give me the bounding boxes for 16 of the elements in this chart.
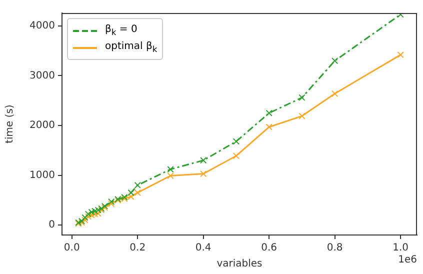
x-tick-label: 0.6 (261, 242, 278, 254)
y-tick-label: 0 (48, 220, 55, 231)
text: 1e6 (398, 254, 417, 266)
x-tick-label: 1.0 (392, 242, 409, 254)
y-axis-title: time (s) (4, 104, 16, 144)
x-tick-label: 0.8 (326, 242, 343, 254)
x-tick-label: 0.4 (195, 242, 212, 254)
x-tick-label: 0.2 (130, 242, 146, 254)
y-tick-label: 1000 (30, 170, 55, 181)
x-tick-label: 0.0 (64, 242, 80, 254)
legend-label: β$_{k}$ = 0 (105, 24, 138, 37)
y-tick-label: 2000 (30, 120, 55, 132)
y-tick-label: 3000 (30, 70, 55, 82)
y-tick-label: 4000 (30, 20, 55, 32)
x-axis-title: variables (216, 258, 262, 270)
legend-label: optimal β$_{k}$ (105, 41, 158, 54)
